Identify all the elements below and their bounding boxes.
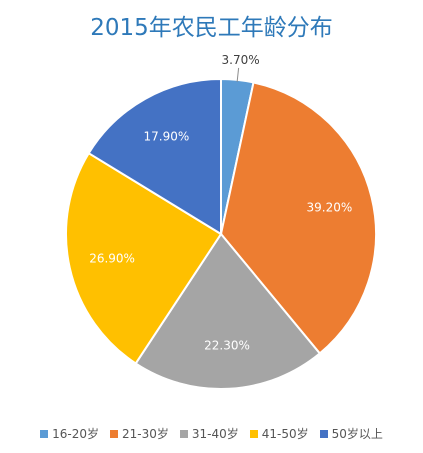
legend-swatch: [319, 429, 328, 438]
legend-label: 31-40岁: [191, 427, 239, 441]
legend-swatch: [179, 429, 188, 438]
leader-line: [236, 67, 240, 82]
legend-item: 41-50岁: [249, 425, 309, 442]
legend-swatch: [249, 429, 258, 438]
pie-slice-3: [134, 232, 322, 390]
legend-item: 16-20岁: [40, 425, 99, 442]
slice-value-label: 22.30%: [204, 338, 250, 352]
legend-label: 41-50岁: [261, 427, 309, 441]
legend-swatch: [40, 429, 49, 438]
legend-item: 50岁以上: [319, 425, 383, 442]
legend-label: 21-30岁: [121, 427, 169, 441]
slice-value-label: 17.90%: [144, 130, 190, 144]
pie-slice-4: [65, 151, 223, 365]
pie-slice-5: [87, 77, 222, 236]
slice-value-label: 26.90%: [89, 251, 135, 265]
slice-value-label: 3.70%: [222, 53, 260, 67]
legend-item: 31-40岁: [179, 425, 239, 442]
legend-item: 21-30岁: [109, 425, 169, 442]
legend-label: 50岁以上: [331, 427, 383, 441]
legend-swatch: [109, 429, 118, 438]
chart-title: 2015年农民工年龄分布: [90, 15, 333, 41]
slice-value-label: 39.20%: [307, 200, 353, 214]
legend-label: 16-20岁: [52, 427, 99, 441]
pie-chart: 3.70% 39.20% 22.30% 26.90% 17.90%: [65, 53, 377, 390]
chart-legend: 16-20岁 21-30岁 31-40岁 41-50岁 50岁以上: [0, 425, 423, 442]
pie-slice-2: [219, 81, 377, 355]
